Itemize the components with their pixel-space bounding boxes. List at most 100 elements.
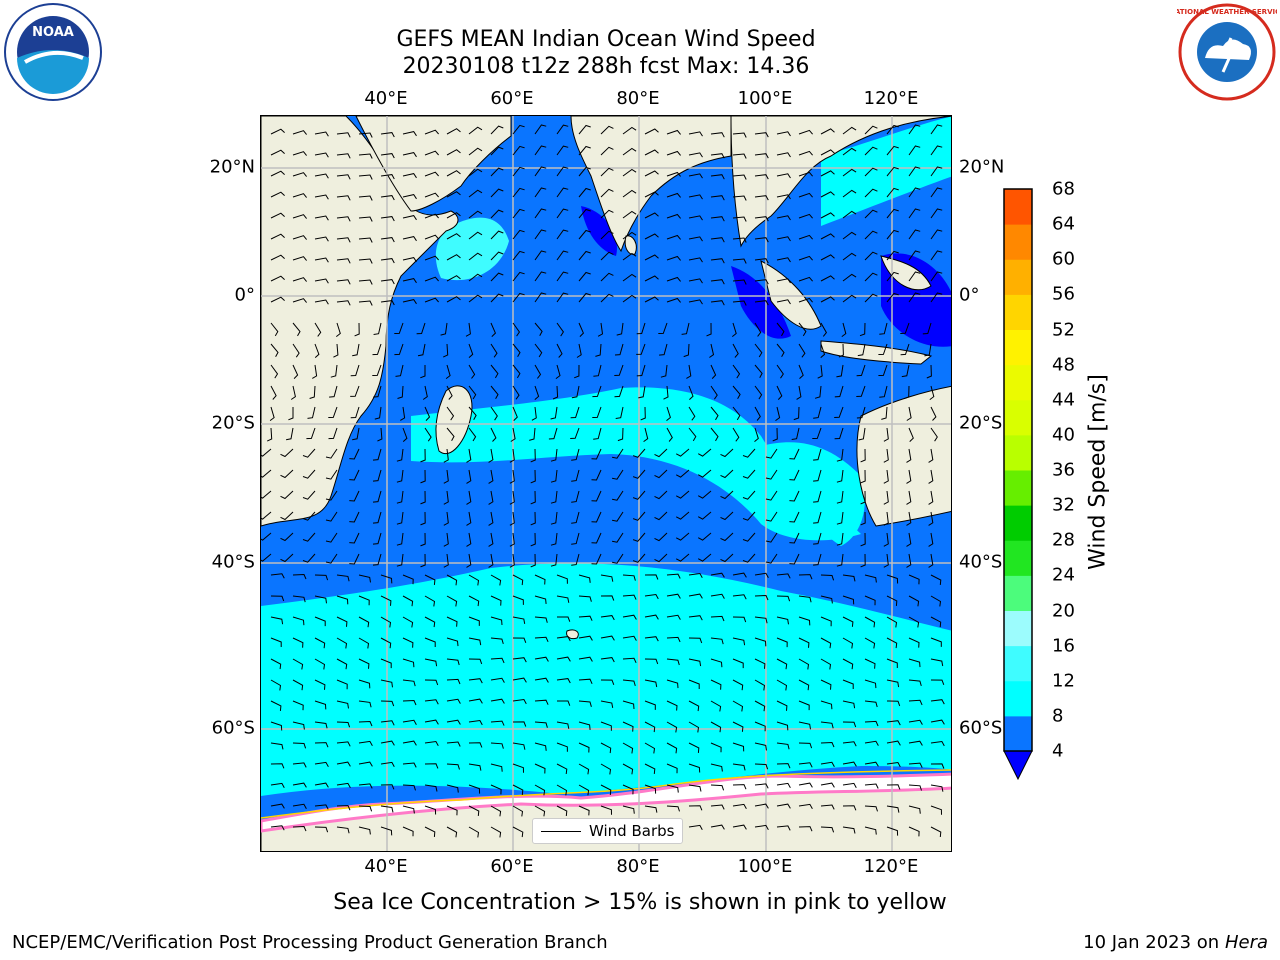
wind-barb — [490, 167, 504, 177]
wind-barb — [842, 679, 854, 689]
wind-barb — [550, 553, 558, 567]
wind-barb — [292, 364, 299, 379]
wind-barb — [402, 699, 417, 706]
wind-barb — [812, 427, 822, 439]
wind-barb — [688, 784, 702, 792]
colorbar-frame — [1003, 188, 1033, 752]
wind-barb — [270, 595, 285, 602]
wind-barb — [860, 448, 866, 463]
wind-barb — [380, 700, 395, 707]
wind-barb — [906, 448, 912, 463]
wind-barb — [688, 824, 703, 831]
wind-barb — [908, 208, 921, 219]
lon-tick-bottom-100e: 100°E — [737, 856, 793, 877]
wind-barb — [622, 784, 634, 795]
wind-barb — [842, 721, 857, 728]
wind-barb — [775, 406, 781, 422]
wind-barb — [490, 427, 497, 442]
wind-barb — [622, 721, 634, 732]
wind-barb — [754, 572, 769, 578]
wind-barb — [349, 532, 360, 544]
wind-barb — [632, 490, 646, 500]
wind-barb — [908, 250, 921, 261]
wind-barb — [612, 553, 624, 564]
wind-barb — [314, 637, 326, 649]
wind-barb — [636, 343, 646, 355]
wind-barb — [600, 763, 612, 775]
wind-barb — [660, 364, 668, 378]
wind-barb — [644, 170, 659, 177]
wind-barb — [443, 490, 449, 505]
wind-barb — [883, 511, 889, 526]
wind-barb — [373, 385, 382, 398]
wind-barb — [512, 292, 525, 303]
wind-barb — [776, 278, 791, 284]
wind-barb — [380, 132, 395, 138]
wind-barb — [372, 511, 382, 524]
wind-barb — [688, 742, 700, 753]
colorbar-tick-label: 20 — [1052, 600, 1075, 621]
wind-barb — [908, 574, 920, 585]
wind-barb — [512, 826, 524, 838]
wind-barb — [834, 385, 844, 398]
wind-barb — [556, 784, 568, 796]
wind-barb — [380, 658, 392, 669]
wind-barb — [336, 782, 351, 788]
wind-barb — [556, 343, 563, 358]
wind-barb — [556, 166, 569, 177]
wind-barb — [732, 763, 746, 771]
wind-barb — [813, 511, 822, 524]
wind-barb — [732, 406, 741, 421]
wind-barb — [468, 574, 480, 586]
wind-barb — [842, 782, 857, 789]
wind-barb — [644, 700, 656, 710]
wind-barb — [509, 448, 515, 463]
wind-barb — [798, 679, 810, 691]
wind-barb — [336, 300, 351, 306]
wind-barb — [765, 553, 778, 564]
wind-barb — [798, 297, 813, 303]
wind-barb — [732, 824, 747, 830]
wind-barb — [886, 784, 901, 790]
wind-barb — [776, 385, 783, 400]
wind-barb — [710, 153, 725, 159]
noaa-logo-text: NOAA — [32, 25, 74, 40]
wind-barb — [490, 763, 503, 772]
wind-barb — [336, 721, 351, 728]
wind-barb — [314, 616, 326, 627]
wind-barb — [666, 658, 680, 666]
wind-barb — [754, 216, 769, 222]
wind-barb — [373, 322, 382, 335]
wind-barb — [261, 490, 272, 499]
wind-barb — [512, 145, 525, 156]
wind-barb — [666, 171, 681, 177]
wind-barb — [930, 719, 945, 725]
wind-barb — [424, 679, 439, 686]
wind-barb — [791, 427, 800, 440]
wind-barb — [358, 153, 373, 159]
colorbar-band — [1004, 540, 1032, 576]
wind-barb — [424, 784, 438, 792]
wind-barb — [930, 166, 943, 177]
wind-barb — [556, 574, 568, 584]
wind-barb — [550, 469, 558, 483]
wind-barb — [886, 616, 898, 628]
wind-barb — [512, 698, 527, 705]
lon-tick-top-60e: 60°E — [490, 88, 534, 109]
wind-barb — [270, 658, 282, 670]
wind-barb — [358, 658, 370, 669]
wind-barb — [765, 469, 778, 480]
wind-barb — [776, 637, 788, 648]
wind-barb — [446, 637, 459, 647]
wind-barb — [446, 149, 461, 156]
wind-barb — [578, 166, 591, 177]
wind-barb — [336, 761, 351, 767]
wind-barb — [886, 208, 899, 219]
wind-barb — [446, 719, 461, 725]
wind-barb — [306, 427, 316, 440]
wind-barb — [864, 125, 878, 135]
wind-barb — [534, 616, 548, 623]
wind-barb — [798, 255, 813, 261]
wind-barb — [424, 740, 439, 747]
wind-barb — [644, 763, 656, 774]
